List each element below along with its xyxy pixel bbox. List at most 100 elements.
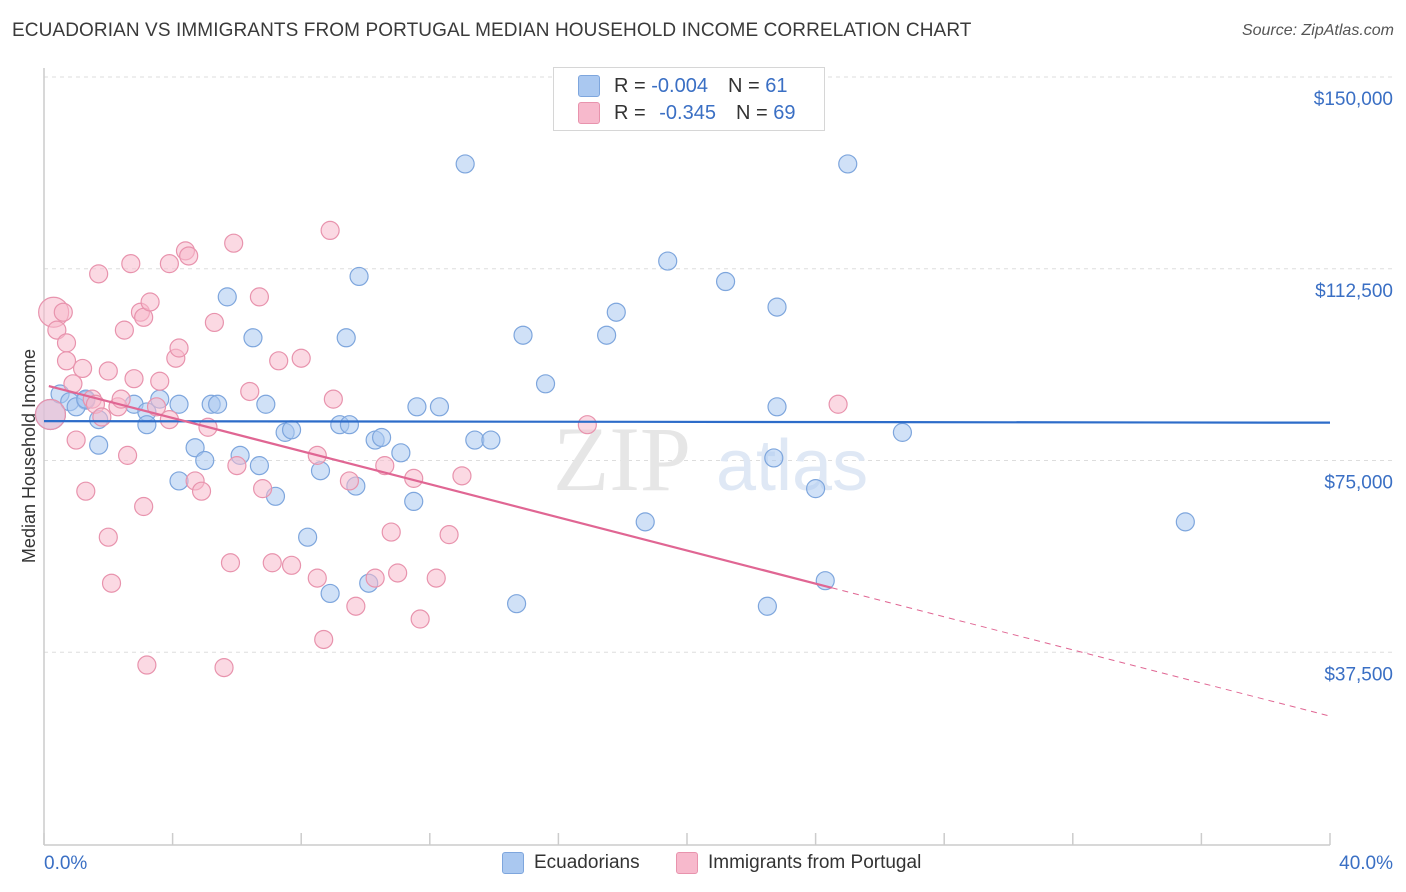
data-point-ecuadorian	[892, 422, 913, 442]
source-credit: Source: ZipAtlas.com	[1241, 22, 1394, 39]
data-point-ecuadorian	[805, 479, 826, 499]
data-point-portugal	[365, 568, 385, 588]
data-point-portugal	[339, 471, 360, 491]
chart-title: ECUADORIAN VS IMMIGRANTS FROM PORTUGAL M…	[12, 20, 972, 41]
y-tick-label: $75,000	[1324, 473, 1393, 494]
bottom-legend-label-2: Immigrants from Portugal	[708, 852, 922, 873]
x-tick-label: 0.0%	[44, 853, 87, 874]
data-point-portugal	[66, 430, 86, 450]
legend-n-label: N =	[727, 74, 760, 97]
data-point-portugal	[76, 481, 96, 501]
data-point-portugal	[224, 233, 244, 253]
bottom-legend-label-1: Ecuadorians	[534, 852, 640, 873]
data-point-ecuadorian	[404, 491, 424, 512]
data-point-portugal	[47, 320, 67, 340]
data-point-ecuadorian	[757, 596, 777, 616]
data-point-ecuadorian	[455, 154, 475, 174]
data-point-portugal	[375, 456, 395, 476]
data-point-portugal	[439, 525, 459, 545]
trend-line-extension-portugal	[831, 587, 1331, 717]
data-point-ecuadorian	[298, 527, 318, 547]
data-point-portugal	[56, 333, 77, 353]
data-point-ecuadorian	[89, 435, 109, 455]
data-point-portugal	[191, 481, 212, 501]
data-point-portugal	[137, 655, 157, 675]
data-point-ecuadorian	[606, 302, 626, 322]
data-point-ecuadorian	[597, 325, 617, 345]
data-point-ecuadorian	[249, 456, 270, 476]
legend-n-value-2: 69	[773, 101, 796, 124]
correlation-legend: R = -0.004 N = 61 R = -0.345 N = 69	[553, 67, 825, 131]
data-point-ecuadorian	[339, 415, 360, 435]
data-point-ecuadorian	[764, 448, 784, 468]
legend-n-label: N =	[735, 101, 768, 124]
data-point-portugal	[452, 466, 472, 486]
data-point-portugal	[828, 394, 848, 414]
data-point-ecuadorian	[185, 438, 205, 458]
data-point-portugal	[98, 527, 118, 547]
data-point-portugal	[114, 320, 134, 340]
data-point-portugal	[281, 555, 302, 575]
data-point-portugal	[179, 246, 199, 266]
data-point-ecuadorian	[513, 325, 533, 345]
data-point-ecuadorian	[371, 427, 392, 448]
bottom-legend-ecuadorians: Ecuadorians	[502, 852, 640, 874]
legend-swatch-pink	[578, 102, 600, 124]
trend-line-ecuadorian	[43, 420, 1331, 424]
data-point-portugal	[204, 312, 224, 333]
data-point-ecuadorian	[137, 415, 157, 435]
data-point-portugal	[426, 568, 446, 588]
data-point-portugal	[240, 381, 260, 402]
data-point-portugal	[146, 397, 167, 417]
legend-r-label: R =	[614, 74, 646, 97]
data-point-portugal	[150, 371, 170, 391]
data-point-portugal	[388, 563, 408, 583]
data-point-ecuadorian	[336, 328, 356, 348]
data-point-portugal	[262, 553, 282, 573]
legend-r-value-1: -0.004	[651, 74, 708, 97]
data-point-portugal	[381, 522, 401, 542]
data-point-ecuadorian	[169, 471, 189, 491]
watermark-atlas: atlas	[716, 426, 868, 506]
x-tick-label: 40.0%	[1339, 853, 1393, 874]
data-point-ecuadorian	[407, 397, 427, 417]
data-point-ecuadorian	[715, 271, 736, 292]
data-point-ecuadorian	[658, 251, 678, 271]
data-point-portugal	[159, 254, 179, 274]
data-point-ecuadorian	[1175, 512, 1195, 532]
data-point-ecuadorian	[281, 420, 302, 440]
legend-n-value-1: 61	[765, 74, 788, 97]
data-point-ecuadorian	[767, 297, 787, 317]
legend-r-label: R =	[614, 101, 646, 124]
data-point-ecuadorian	[465, 430, 485, 450]
data-point-portugal	[89, 264, 109, 284]
y-tick-label: $150,000	[1314, 89, 1393, 110]
data-point-portugal	[249, 287, 270, 307]
data-point-ecuadorian	[507, 594, 527, 614]
data-point-portugal	[577, 415, 597, 435]
data-point-portugal	[134, 496, 154, 517]
data-point-portugal	[140, 292, 160, 312]
data-point-portugal	[169, 338, 189, 358]
bottom-legend-swatch-blue	[502, 852, 524, 874]
data-point-ecuadorian	[767, 397, 787, 417]
data-point-ecuadorian	[391, 443, 411, 463]
data-point-ecuadorian	[429, 397, 450, 417]
data-point-ecuadorian	[195, 450, 215, 471]
data-point-portugal	[214, 657, 234, 678]
data-point-portugal	[220, 553, 241, 573]
data-point-portugal	[269, 351, 289, 371]
legend-swatch-blue	[578, 75, 600, 97]
data-point-ecuadorian	[635, 512, 655, 532]
data-point-portugal	[307, 568, 327, 588]
data-point-portugal	[34, 398, 67, 431]
legend-row-ecuadorians: R = -0.004 N = 61	[578, 74, 787, 98]
y-tick-label: $112,500	[1315, 281, 1393, 302]
data-point-ecuadorian	[535, 374, 556, 394]
data-point-portugal	[56, 351, 77, 371]
data-point-portugal	[410, 609, 430, 629]
data-point-ecuadorian	[169, 394, 189, 414]
data-point-ecuadorian	[349, 266, 369, 287]
data-point-ecuadorian	[208, 394, 228, 414]
